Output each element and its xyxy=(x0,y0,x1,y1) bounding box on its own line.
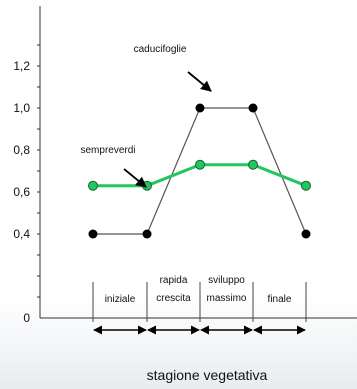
annotation-sempreverdi: sempreverdi xyxy=(80,145,135,156)
stage-label: massimo xyxy=(206,293,246,304)
series-point-caducifoglie xyxy=(248,103,258,113)
series-line-caducifoglie xyxy=(93,107,307,235)
annotation-arrow-caducifoglie xyxy=(187,71,212,92)
series-point-caducifoglie xyxy=(88,229,98,239)
growth-stages: iniziale rapida crescita sviluppo massimo fin… xyxy=(92,275,307,335)
series-point-caducifoglie xyxy=(195,103,205,113)
y-tick-label: 1,2 xyxy=(13,59,30,73)
series-layer xyxy=(88,103,311,239)
series-point-caducifoglie xyxy=(142,229,152,239)
y-tick-label: 1,0 xyxy=(13,101,30,115)
x-axis-title: stagione vegetativa xyxy=(147,367,268,383)
stage-label: crescita xyxy=(156,293,191,304)
y-tick-label: 0,4 xyxy=(13,227,30,241)
y-tick-label: 0,8 xyxy=(13,143,30,157)
series-point-sempreverdi xyxy=(88,180,98,191)
series-point-sempreverdi xyxy=(195,159,205,170)
y-tick-label: 0 xyxy=(23,311,30,325)
series-annotations: caducifoglie sempreverdi xyxy=(80,44,212,188)
series-point-caducifoglie xyxy=(301,229,311,239)
series-point-sempreverdi xyxy=(301,180,311,191)
stage-label: rapida xyxy=(160,275,188,286)
stage-label: finale xyxy=(268,294,292,305)
series-point-sempreverdi xyxy=(248,159,258,170)
annotation-caducifoglie: caducifoglie xyxy=(134,44,187,55)
annotation-arrow-sempreverdi xyxy=(123,168,147,188)
y-tick-label: 0,6 xyxy=(13,185,30,199)
stage-label: sviluppo xyxy=(208,275,245,286)
stage-label: iniziale xyxy=(105,294,136,305)
